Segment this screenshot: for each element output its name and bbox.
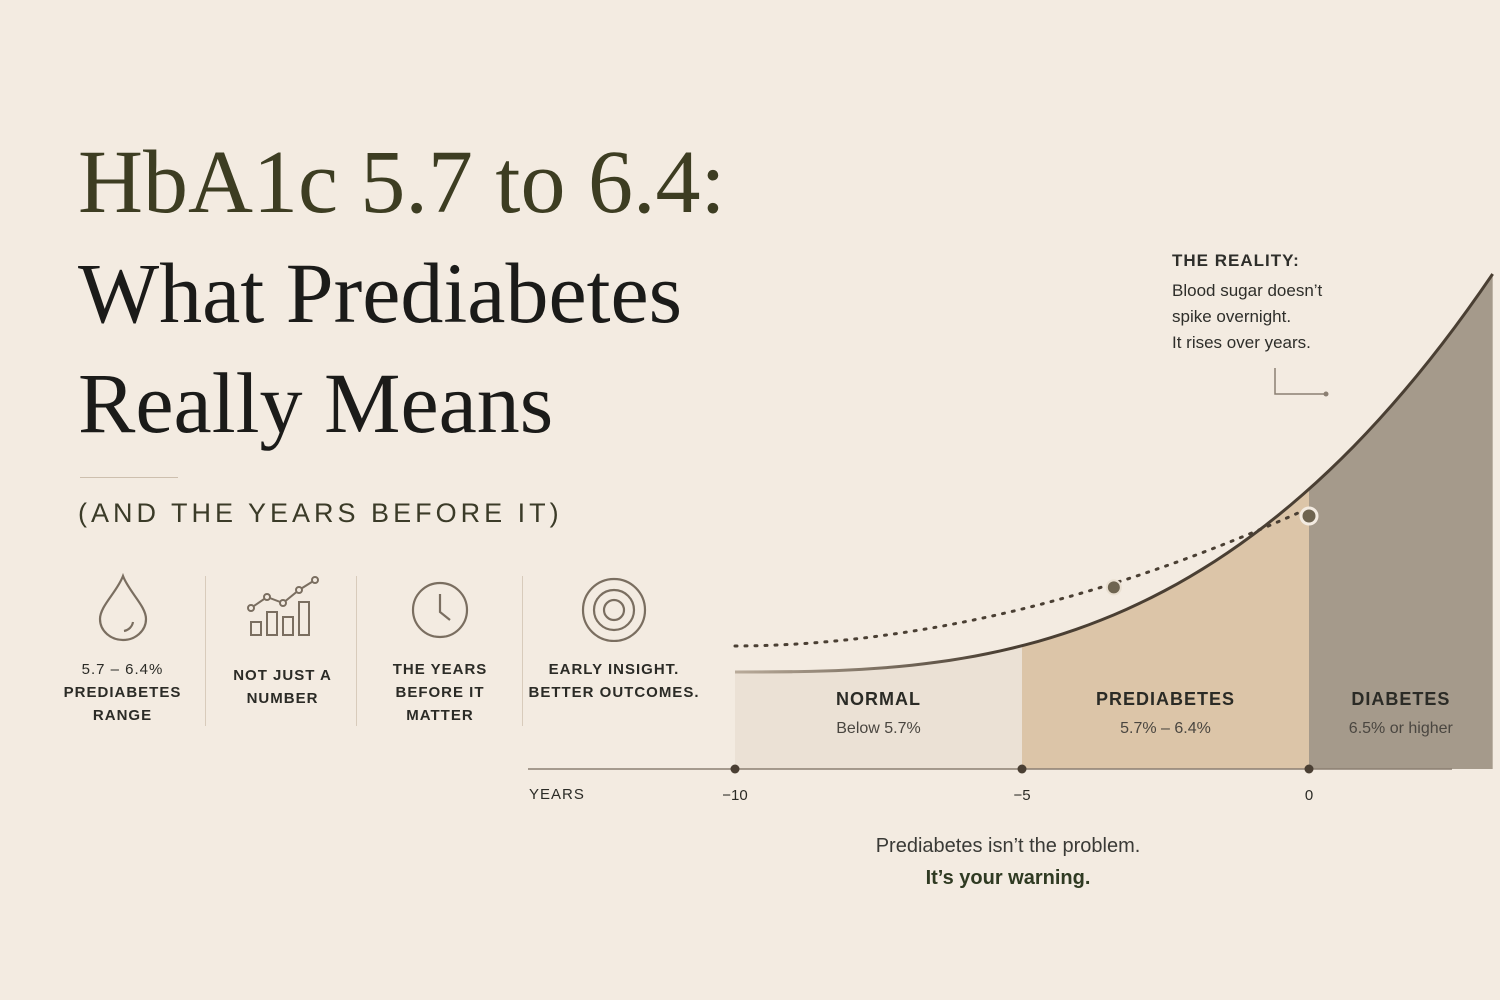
zone-range: Below 5.7% — [836, 720, 921, 737]
zone-range: 5.7% – 6.4% — [1120, 720, 1211, 737]
zone-diabetes — [1309, 274, 1493, 769]
x-tick-label: −10 — [722, 787, 747, 804]
rising-curve — [734, 273, 1494, 674]
note-line: spike overnight. — [1172, 307, 1292, 326]
feature-row: 5.7 – 6.4% PREDIABETES RANGE NOT JUST A … — [40, 570, 740, 740]
feature-separator — [356, 576, 357, 726]
feature-value: 5.7 – 6.4% — [81, 661, 164, 678]
note-heading: THE REALITY: — [1172, 251, 1300, 270]
footer-line-2: It’s your warning. — [925, 867, 1091, 889]
x-tick-label: −5 — [1013, 787, 1030, 804]
x-tick-label: 0 — [1305, 787, 1313, 804]
feature-early-insight: EARLY INSIGHT. BETTER OUTCOMES. — [528, 570, 700, 704]
trend-marker — [1299, 506, 1319, 526]
note-line: It rises over years. — [1172, 333, 1311, 352]
target-icon — [581, 577, 647, 642]
title-line-1: HbA1c 5.7 to 6.4: — [78, 133, 726, 232]
feature-separator — [522, 576, 523, 726]
zone-name: DIABETES — [1351, 689, 1450, 709]
zone-range: 6.5% or higher — [1349, 720, 1454, 737]
trend-dotted-line — [733, 506, 1311, 648]
page-title: HbA1c 5.7 to 6.4: What Prediabetes Reall… — [78, 128, 725, 458]
title-divider — [80, 477, 178, 478]
feature-label: NOT JUST A NUMBER — [233, 667, 332, 707]
title-line-3: Really Means — [78, 355, 554, 451]
title-line-2: What Prediabetes — [78, 245, 683, 341]
feature-label: THE YEARS BEFORE IT MATTER — [392, 661, 488, 724]
zone-normal — [735, 645, 1022, 769]
feature-label: EARLY INSIGHT. BETTER OUTCOMES. — [528, 661, 700, 701]
feature-label: 5.7 – 6.4% PREDIABETES RANGE — [60, 658, 185, 727]
bar-chart-icon — [246, 576, 319, 636]
note-line: Blood sugar doesn’t — [1172, 281, 1323, 300]
drop-icon — [98, 572, 147, 642]
zone-name: NORMAL — [836, 689, 921, 709]
feature-years-before: THE YEARS BEFORE IT MATTER — [380, 570, 500, 727]
trend-marker — [1105, 579, 1122, 596]
zone-prediabetes — [1022, 489, 1309, 769]
x-tick-dot — [1304, 764, 1314, 774]
feature-prediabetes-range: 5.7 – 6.4% PREDIABETES RANGE — [60, 570, 185, 727]
note-connector-dot — [1323, 391, 1329, 397]
x-tick-dot — [1017, 764, 1027, 774]
footer-message: Prediabetes isn’t the problem. It’s your… — [808, 830, 1208, 894]
feature-caption: PREDIABETES RANGE — [63, 684, 182, 724]
reality-note: THE REALITY: Blood sugar doesn’t spike o… — [1172, 248, 1322, 356]
note-connector — [1274, 368, 1326, 395]
footer-line-1: Prediabetes isn’t the problem. — [875, 835, 1141, 857]
x-tick-dot — [730, 764, 740, 774]
clock-icon — [411, 581, 469, 639]
zone-name: PREDIABETES — [1096, 689, 1235, 709]
x-axis-label: YEARS — [529, 786, 585, 803]
subtitle: (AND THE YEARS BEFORE IT) — [78, 498, 563, 528]
feature-separator — [205, 576, 206, 726]
feature-not-just-number: NOT JUST A NUMBER — [220, 570, 345, 710]
